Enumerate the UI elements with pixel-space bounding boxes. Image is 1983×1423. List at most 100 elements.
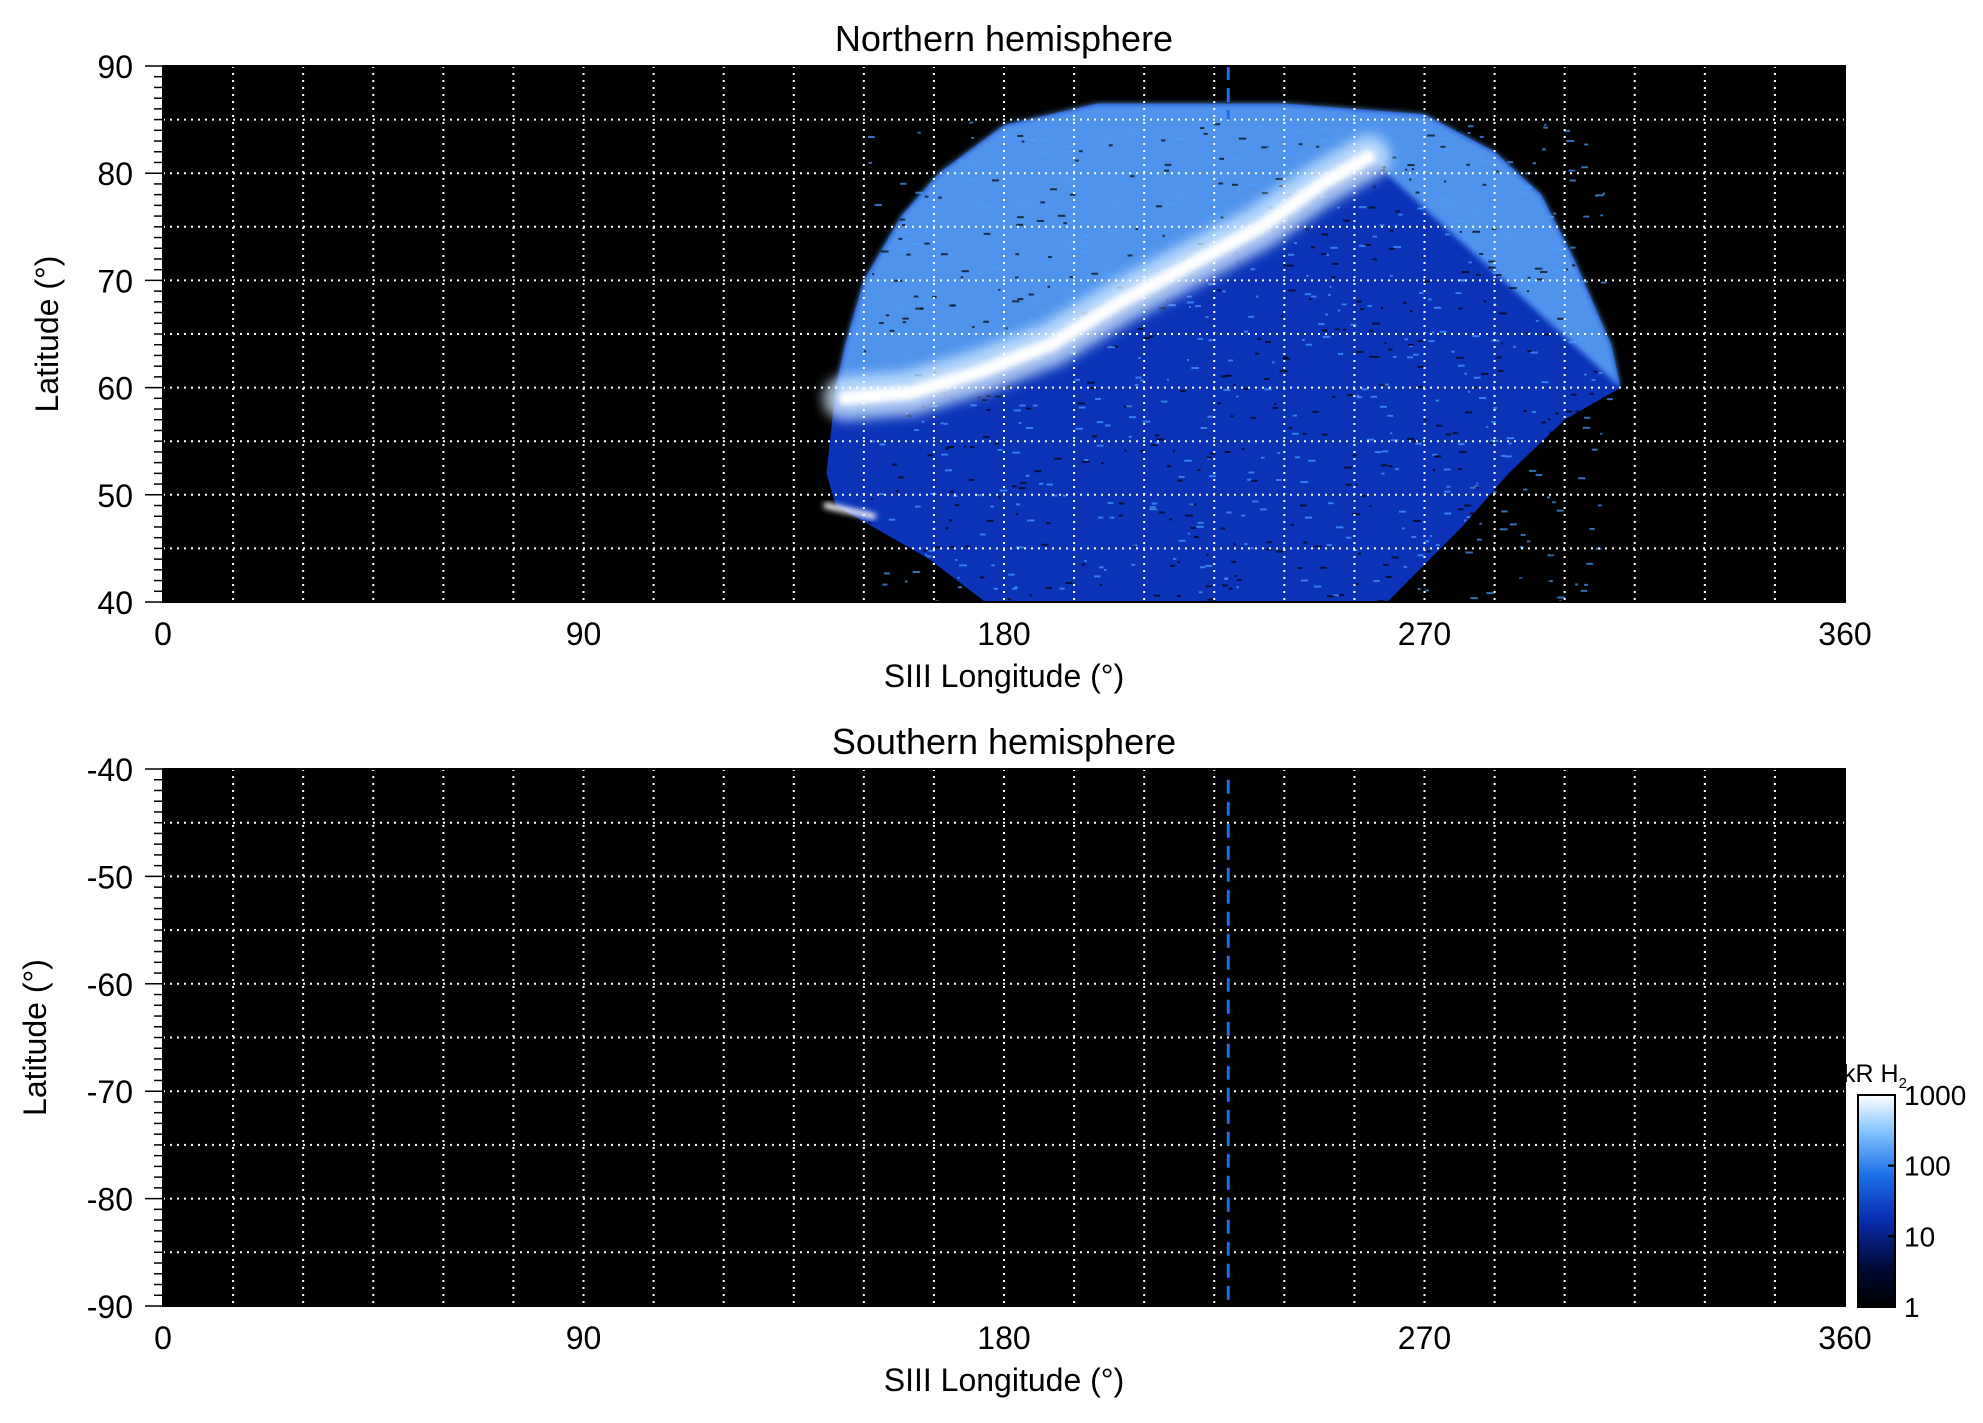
noise-speck (1015, 513, 1019, 516)
noise-speck (1292, 414, 1297, 417)
x-axis-label: SIII Longitude (°) (884, 658, 1124, 694)
noise-speck (1151, 502, 1158, 505)
noise-speck (1458, 219, 1465, 222)
noise-speck (945, 447, 949, 450)
noise-speck (1534, 267, 1543, 270)
noise-speck (975, 272, 983, 275)
noise-speck (1248, 315, 1255, 318)
noise-speck (1470, 597, 1478, 600)
noise-speck (1425, 589, 1429, 592)
noise-speck (1302, 338, 1305, 341)
noise-speck (897, 306, 902, 309)
noise-speck (1036, 219, 1045, 222)
noise-speck (1081, 282, 1084, 285)
noise-speck (944, 469, 953, 472)
noise-speck (1107, 502, 1114, 505)
noise-speck (1167, 465, 1172, 468)
noise-speck (876, 153, 885, 156)
noise-speck (1199, 127, 1205, 130)
noise-speck (1425, 540, 1430, 543)
noise-speck (1188, 532, 1191, 535)
noise-speck (1041, 543, 1049, 546)
noise-speck (970, 404, 977, 407)
noise-speck (986, 519, 994, 522)
noise-speck (1527, 276, 1531, 279)
noise-speck (1186, 359, 1190, 362)
noise-speck (1498, 151, 1504, 154)
noise-speck (1407, 356, 1413, 359)
noise-speck (1401, 527, 1405, 530)
noise-speck (1467, 131, 1471, 134)
noise-speck (1291, 432, 1299, 435)
noise-speck (1387, 465, 1393, 468)
noise-speck (1104, 272, 1112, 275)
noise-speck (955, 558, 958, 561)
noise-speck (1185, 514, 1193, 517)
noise-speck (1576, 566, 1580, 569)
y-tick-label: 90 (97, 49, 133, 85)
noise-speck (1481, 372, 1489, 375)
noise-speck (1329, 285, 1332, 288)
noise-speck (1444, 490, 1451, 493)
noise-speck (1398, 213, 1403, 216)
noise-speck (1233, 383, 1236, 386)
noise-speck (1107, 346, 1116, 349)
noise-speck (1319, 566, 1327, 569)
noise-speck (1369, 505, 1372, 508)
noise-speck (1527, 350, 1532, 353)
noise-speck (1118, 502, 1125, 505)
noise-speck (1600, 214, 1603, 217)
noise-speck (1350, 323, 1357, 326)
noise-speck (1361, 388, 1368, 391)
noise-speck (1568, 341, 1577, 344)
noise-speck (978, 396, 981, 399)
noise-speck (1049, 278, 1053, 281)
noise-speck (902, 321, 907, 324)
noise-speck (1149, 506, 1156, 509)
noise-speck (1582, 503, 1588, 506)
noise-speck (1158, 307, 1167, 310)
noise-speck (1547, 554, 1555, 557)
noise-speck (1380, 405, 1387, 408)
noise-speck (904, 580, 908, 583)
noise-speck (867, 135, 875, 138)
noise-speck (1389, 432, 1393, 435)
noise-speck (1075, 159, 1079, 162)
noise-speck (911, 243, 919, 246)
noise-speck (1025, 427, 1034, 430)
noise-speck (1606, 237, 1613, 240)
noise-speck (994, 395, 1002, 398)
noise-speck (1473, 376, 1481, 379)
noise-speck (1213, 212, 1221, 215)
noise-speck (1304, 293, 1312, 296)
y-tick-label: 80 (97, 156, 133, 192)
noise-speck (1388, 248, 1395, 251)
noise-speck (1266, 541, 1273, 544)
noise-speck (1045, 586, 1053, 589)
noise-speck (961, 270, 969, 273)
noise-speck (940, 453, 949, 456)
noise-speck (1326, 253, 1330, 256)
noise-speck (1230, 415, 1234, 418)
noise-speck (866, 194, 871, 197)
noise-speck (1266, 147, 1274, 150)
noise-speck (1394, 160, 1400, 163)
noise-speck (1519, 546, 1524, 549)
noise-speck (1001, 322, 1007, 325)
noise-speck (1589, 392, 1594, 395)
x-tick-label: 90 (566, 1320, 602, 1356)
noise-speck (966, 178, 975, 181)
noise-speck (1077, 402, 1085, 405)
noise-speck (1432, 469, 1435, 472)
chart-title: Northern hemisphere (835, 18, 1173, 59)
noise-speck (1496, 356, 1502, 359)
noise-speck (1540, 271, 1548, 274)
noise-speck (1064, 141, 1067, 144)
noise-speck (998, 288, 1001, 291)
noise-speck (1600, 281, 1607, 284)
noise-speck (1129, 416, 1136, 419)
noise-speck (1042, 138, 1050, 141)
noise-speck (1606, 502, 1613, 505)
noise-speck (915, 505, 921, 508)
noise-speck (1318, 323, 1325, 326)
